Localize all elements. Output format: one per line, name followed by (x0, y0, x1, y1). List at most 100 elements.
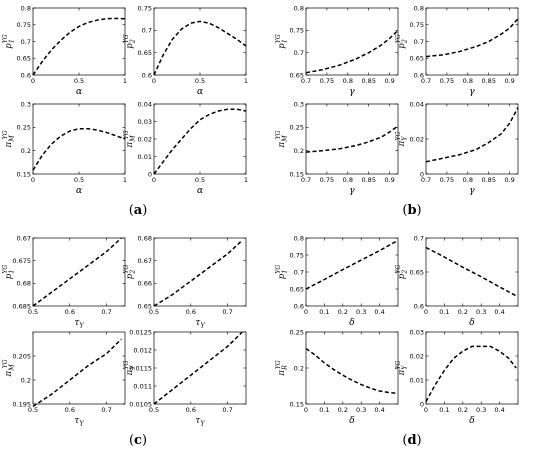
x-tick-label: 1 (123, 77, 127, 85)
subplot-1: 0 0.5 1 0.6 0.65 0.7 0.75 0.8 α p1YG (2, 4, 127, 97)
y-tick-label: 0.8 (21, 4, 31, 12)
axes-box (425, 331, 519, 405)
y-tick-label: 0.15 (17, 170, 31, 178)
series-line-dashed (32, 17, 126, 76)
subplot-5: 0 0.5 1 0.15 0.2 0.25 0.3 α πMYG (2, 100, 127, 196)
x-tick-label: 0.7 (101, 406, 111, 414)
x-tick-label: 0.2 (338, 308, 348, 316)
y-tick-label: 0.675 (12, 257, 31, 265)
x-tick-label: 0.5 (149, 308, 159, 316)
y-tick-label: 0.205 (12, 352, 31, 360)
y-tick-label: 0.011 (133, 382, 152, 390)
y-axis-label: p1YG (2, 265, 16, 280)
x-tick-label: 0.85 (481, 176, 495, 184)
axes-box (32, 103, 126, 175)
x-axis-label: γ (349, 186, 355, 196)
series-line-dashed (32, 127, 126, 171)
y-tick-label: 0.2 (294, 147, 304, 155)
subplot-grid: 0 0.5 1 0.6 0.65 0.7 0.75 0.8 α p1YG 0 0.5 1 0.6 0.65 0… (2, 4, 519, 428)
y-axis-label: p1YG (2, 34, 16, 49)
y-tick-label: 0.15 (290, 400, 304, 408)
x-tick-label: 0.8 (463, 77, 473, 85)
axes-box (153, 103, 247, 175)
series-line-dashed (153, 108, 247, 175)
x-tick-label: 0.3 (356, 406, 366, 414)
x-axis-label: γ (469, 87, 475, 97)
y-tick-label: 0.0115 (129, 364, 152, 372)
x-tick-label: 0.85 (361, 77, 375, 85)
y-tick-label: 0.65 (410, 268, 424, 276)
x-axis-label: α (197, 87, 203, 97)
y-tick-label: 0.25 (290, 328, 304, 336)
x-tick-label: 0.5 (74, 77, 84, 85)
x-tick-label: 1 (123, 176, 127, 184)
subplot-14: 0.5 0.6 0.7 0.0105 0.011 0.0115 0.012 0.0125 τY π… (123, 328, 247, 428)
subplot-8: 0.7 0.75 0.8 0.85 0.9 0 0.02 0.04 γ πYYG (395, 100, 519, 196)
x-tick-label: 0 (31, 77, 35, 85)
y-axis-label: πYYG (123, 360, 137, 376)
y-axis-label: p1YG (275, 265, 289, 280)
y-tick-label: 0.75 (290, 27, 304, 35)
x-tick-label: 0.5 (74, 176, 84, 184)
x-tick-label: 0.6 (65, 406, 75, 414)
x-axis-label: δ (469, 318, 474, 328)
y-tick-label: 0.6 (21, 71, 31, 79)
panel-label-b: (b) (402, 203, 421, 218)
y-tick-label: 0.02 (138, 135, 152, 143)
y-axis-label: p2YG (395, 265, 409, 280)
x-tick-label: 0.7 (421, 176, 431, 184)
y-tick-label: 0.65 (290, 285, 304, 293)
y-tick-label: 0.02 (410, 352, 424, 360)
x-tick-label: 0.75 (320, 77, 334, 85)
x-tick-label: 0.2 (458, 308, 468, 316)
x-tick-label: 0.8 (343, 176, 353, 184)
x-tick-label: 0.9 (504, 77, 514, 85)
subplot-2: 0 0.5 1 0.6 0.65 0.7 0.75 α p2YG (123, 4, 248, 97)
series-line-dashed (32, 237, 122, 307)
y-tick-label: 0.0105 (129, 400, 152, 408)
y-tick-label: 0.04 (410, 100, 424, 108)
y-tick-label: 0.7 (21, 38, 31, 46)
axes-box (153, 237, 247, 307)
y-tick-label: 0.7 (142, 27, 152, 35)
x-tick-label: 0 (304, 406, 308, 414)
x-tick-label: 0.1 (439, 308, 449, 316)
subplot-11: 0 0.1 0.2 0.3 0.4 0.6 0.65 0.7 0.75 0.8 δ p1YG (275, 234, 399, 328)
axes-box (32, 237, 126, 307)
panel-labels: (a) (b) (c) (d) (129, 203, 422, 448)
y-axis-label: πYYG (395, 360, 409, 376)
y-tick-label: 0.7 (294, 268, 304, 276)
y-tick-label: 0.8 (414, 4, 424, 12)
y-tick-label: 0.65 (410, 55, 424, 63)
y-tick-label: 0 (420, 400, 424, 408)
y-tick-label: 0.6 (142, 71, 152, 79)
x-tick-label: 0.1 (319, 308, 329, 316)
x-tick-label: 0.9 (384, 176, 394, 184)
y-axis-label: πMYG (2, 359, 16, 377)
y-axis-label: πMYG (275, 130, 289, 148)
series-line-dashed (32, 338, 122, 408)
x-tick-label: 0.5 (28, 308, 38, 316)
x-tick-label: 0.85 (481, 77, 495, 85)
subplot-6: 0 0.5 1 0 0.01 0.02 0.03 0.04 α πMYG (123, 100, 248, 196)
x-tick-label: 0.85 (361, 176, 375, 184)
x-tick-label: 0.5 (149, 406, 159, 414)
x-tick-label: 0.6 (186, 406, 196, 414)
y-tick-label: 0.2 (294, 364, 304, 372)
y-tick-label: 0.2 (21, 376, 31, 384)
series-line-dashed (425, 246, 517, 297)
axes-box (425, 103, 519, 175)
series-line-dashed (305, 347, 397, 394)
series-line-dashed (153, 331, 243, 405)
y-tick-label: 0.7 (414, 38, 424, 46)
axes-box (305, 103, 399, 175)
y-tick-label: 0.012 (133, 346, 152, 354)
subplot-4: 0.7 0.75 0.8 0.85 0.9 0.6 0.65 0.7 0.75 0.8 γ p2YG (395, 4, 519, 97)
y-tick-label: 0.65 (138, 49, 152, 57)
x-axis-label: γ (469, 186, 475, 196)
y-tick-label: 0.685 (12, 302, 31, 310)
x-tick-label: 0.75 (440, 176, 454, 184)
y-axis-label: πRYG (275, 360, 289, 376)
x-tick-label: 0.4 (494, 406, 504, 414)
